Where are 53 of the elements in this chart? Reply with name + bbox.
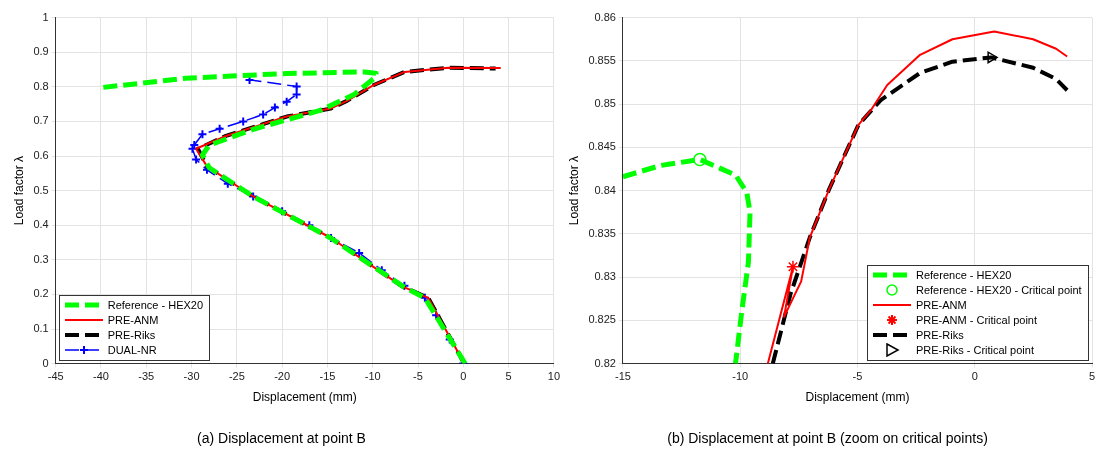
legend-label: PRE-Riks: [916, 327, 964, 343]
y-tick-label: 0.825: [588, 313, 616, 326]
x-axis-title: Displacement (mm): [252, 390, 357, 405]
y-tick-label: 0.8: [33, 79, 49, 92]
text: (b) Displacement at point B (zoom on critical points): [667, 430, 988, 447]
x-tick-label: -20: [274, 370, 291, 383]
x-tick-label: -15: [614, 370, 631, 383]
y-tick-label: 0: [42, 356, 49, 369]
x-tick-label: -10: [732, 370, 749, 383]
y-axis-title: Load factor λ: [11, 155, 26, 226]
y-tick-label: 0.1: [33, 322, 49, 335]
y-tick-label: 0.5: [33, 183, 49, 196]
y-tick-label: 0.7: [33, 114, 49, 127]
y-tick-label: 0.845: [588, 140, 616, 153]
y-tick-label: 0.4: [33, 218, 49, 231]
x-tick-label: -35: [138, 370, 155, 383]
x-tick-label: -45: [47, 370, 64, 383]
y-tick-label: 0.2: [33, 287, 49, 300]
x-tick-label: 10: [547, 370, 561, 383]
y-tick-label: 0.85: [594, 97, 616, 110]
x-tick-label: -5: [413, 370, 423, 383]
y-tick-label: 0.86: [594, 10, 616, 23]
x-tick-label: 0: [971, 370, 978, 383]
legend-label: PRE-ANM - Critical point: [916, 312, 1038, 328]
x-tick-label: -10: [364, 370, 381, 383]
x-tick-label: -30: [183, 370, 200, 383]
legend-label: DUAL-NR: [107, 342, 157, 358]
x-axis-title: Displacement (mm): [805, 390, 910, 405]
y-tick-label: 0.835: [588, 226, 616, 239]
y-tick-label: 1: [42, 10, 49, 23]
y-tick-label: 0.84: [594, 183, 616, 196]
y-tick-label: 0.6: [33, 149, 49, 162]
x-tick-label: -40: [93, 370, 109, 383]
x-tick-label: -25: [228, 370, 245, 383]
y-tick-label: 0.83: [594, 270, 616, 283]
y-tick-label: 0.855: [588, 53, 616, 66]
y-tick-label: 0.3: [33, 252, 49, 265]
x-tick-label: -5: [852, 370, 863, 383]
legend-label: PRE-Riks - Critical point: [916, 342, 1034, 358]
legend-label: PRE-ANM: [916, 297, 967, 313]
text: (a) Displacement at point B: [197, 430, 366, 447]
x-tick-label: -15: [319, 370, 336, 383]
x-tick-label: 0: [460, 370, 467, 383]
y-tick-label: 0.9: [33, 45, 49, 58]
legend-label: PRE-Riks: [107, 327, 156, 343]
y-tick-label: 0.82: [594, 356, 616, 369]
x-tick-label: 5: [1088, 370, 1096, 383]
legend-label: PRE-ANM: [107, 312, 159, 328]
legend-label: Reference - HEX20: [916, 267, 1012, 283]
y-axis-title: Load factor λ: [566, 155, 581, 226]
x-tick-label: 5: [505, 370, 512, 383]
legend-label: Reference - HEX20: [107, 297, 204, 313]
legend-label: Reference - HEX20 - Critical point: [916, 282, 1082, 298]
